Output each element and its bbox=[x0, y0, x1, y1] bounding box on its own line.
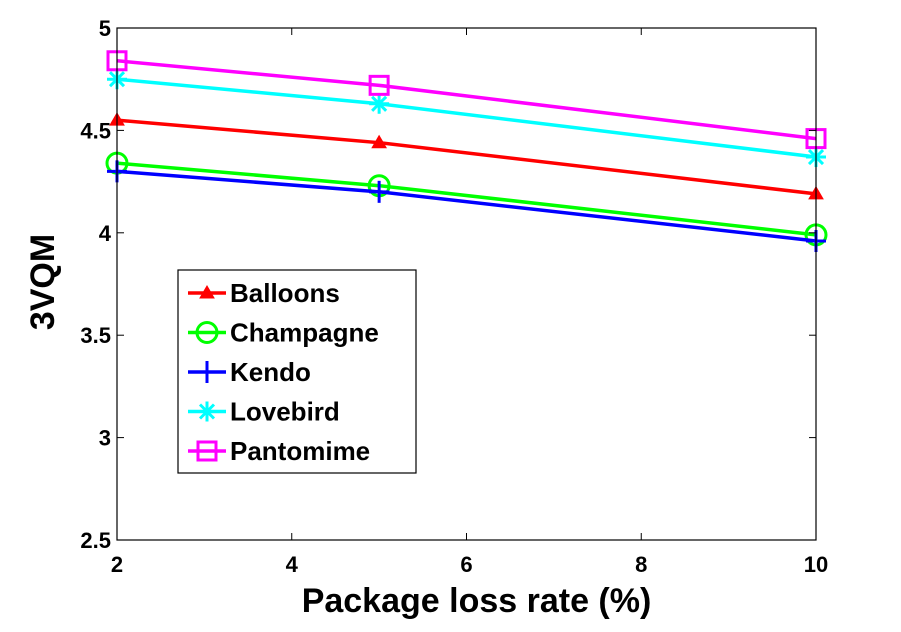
data-point-balloons bbox=[371, 134, 387, 149]
legend-label-lovebird: Lovebird bbox=[230, 397, 340, 427]
legend-marker-champagne bbox=[195, 321, 219, 344]
y-tick-label: 5 bbox=[99, 16, 111, 41]
legend-label-kendo: Kendo bbox=[230, 357, 311, 387]
data-point-pantomime bbox=[368, 74, 390, 96]
x-axis-label: Package loss rate (%) bbox=[302, 582, 652, 620]
data-point-kendo bbox=[369, 180, 390, 203]
x-tick-label: 10 bbox=[804, 552, 828, 577]
x-tick-label: 2 bbox=[111, 552, 123, 577]
legend-label-pantomime: Pantomime bbox=[230, 436, 370, 466]
legend-marker-balloons bbox=[199, 285, 215, 299]
legend-marker-pantomime bbox=[196, 440, 218, 462]
series-line-pantomime bbox=[116, 59, 817, 141]
y-tick-label: 2.5 bbox=[80, 528, 111, 553]
legend-label-balloons: Balloons bbox=[230, 278, 340, 308]
data-point-lovebird bbox=[369, 93, 390, 114]
y-tick-label: 4 bbox=[99, 221, 112, 246]
y-tick-label: 3.5 bbox=[80, 323, 111, 348]
legend-marker-kendo bbox=[197, 361, 217, 383]
legend-label-champagne: Champagne bbox=[230, 318, 379, 348]
y-tick-label: 3 bbox=[99, 426, 111, 451]
x-tick-label: 8 bbox=[635, 552, 647, 577]
x-tick-label: 6 bbox=[460, 552, 472, 577]
x-tick-label: 4 bbox=[286, 552, 299, 577]
y-tick-label: 4.5 bbox=[80, 118, 111, 143]
y-axis-label: 3VQM bbox=[24, 234, 62, 330]
legend-marker-lovebird bbox=[197, 401, 217, 422]
